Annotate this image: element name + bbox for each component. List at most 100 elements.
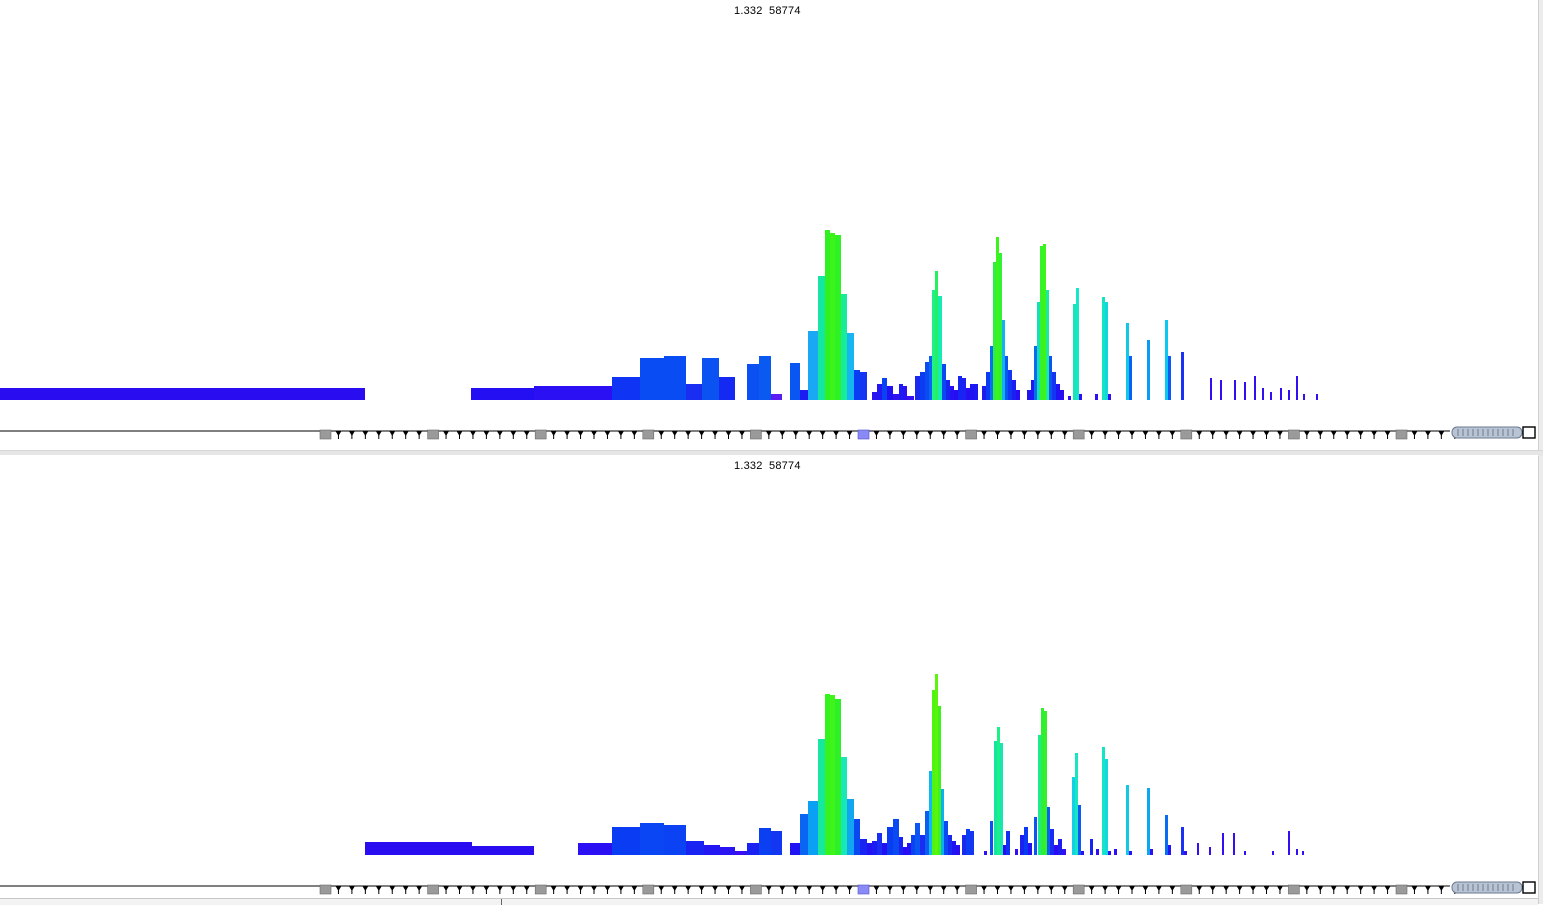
ruler-tick[interactable] <box>1048 886 1055 891</box>
ruler-major-tick[interactable] <box>319 884 332 895</box>
ruler-tick[interactable] <box>523 431 530 436</box>
ruler-tick[interactable] <box>631 886 638 891</box>
ruler-tick[interactable] <box>389 886 396 891</box>
ruler-tick[interactable] <box>685 886 692 891</box>
ruler-tick[interactable] <box>927 431 934 436</box>
ruler-tick[interactable] <box>1330 431 1337 436</box>
ruler-tick[interactable] <box>335 886 342 891</box>
ruler-tick[interactable] <box>819 886 826 891</box>
ruler-tick[interactable] <box>510 886 517 891</box>
ruler-tick[interactable] <box>1384 431 1391 436</box>
split-pane-divider[interactable] <box>0 450 1543 456</box>
ruler-tick[interactable] <box>1276 431 1283 436</box>
ruler-tick[interactable] <box>496 431 503 436</box>
ruler-tick[interactable] <box>900 886 907 891</box>
ruler-tick[interactable] <box>806 886 813 891</box>
ruler-tick[interactable] <box>1196 886 1203 891</box>
ruler-tick[interactable] <box>981 886 988 891</box>
ruler-tick[interactable] <box>416 431 423 436</box>
ruler-tick[interactable] <box>779 431 786 436</box>
ruler-tick[interactable] <box>1357 431 1364 436</box>
zoom-box-icon[interactable] <box>1522 426 1536 439</box>
ruler-major-tick[interactable] <box>965 429 977 440</box>
ruler-tick[interactable] <box>1048 431 1055 436</box>
ruler-tick[interactable] <box>1236 431 1243 436</box>
ruler-tick[interactable] <box>1411 886 1418 891</box>
ruler-tick[interactable] <box>685 431 692 436</box>
scroll-thumb[interactable] <box>1451 426 1523 439</box>
ruler-tick[interactable] <box>981 431 988 436</box>
ruler-tick[interactable] <box>564 886 571 891</box>
ruler-tick[interactable] <box>1250 431 1257 436</box>
ruler-tick[interactable] <box>604 431 611 436</box>
ruler-tick[interactable] <box>456 431 463 436</box>
ruler-major-tick[interactable] <box>857 884 870 895</box>
spectrum-pane-bottom[interactable]: 1.332 58774 <box>0 455 1538 904</box>
ruler-tick[interactable] <box>496 886 503 891</box>
ruler-tick[interactable] <box>1344 431 1351 436</box>
ruler-tick[interactable] <box>712 886 719 891</box>
scroll-ruler[interactable] <box>0 424 1538 450</box>
ruler-tick[interactable] <box>940 886 947 891</box>
ruler-tick[interactable] <box>1424 886 1431 891</box>
ruler-tick[interactable] <box>954 886 961 891</box>
ruler-tick[interactable] <box>402 431 409 436</box>
ruler-tick[interactable] <box>617 886 624 891</box>
ruler-major-tick[interactable] <box>965 884 977 895</box>
ruler-tick[interactable] <box>1344 886 1351 891</box>
ruler-tick[interactable] <box>1438 886 1445 891</box>
ruler-tick[interactable] <box>698 431 705 436</box>
ruler-tick[interactable] <box>1169 886 1176 891</box>
ruler-tick[interactable] <box>1088 431 1095 436</box>
ruler-major-tick[interactable] <box>1072 884 1085 895</box>
ruler-major-tick[interactable] <box>1288 429 1300 440</box>
ruler-major-tick[interactable] <box>534 884 547 895</box>
spectrum-pane-top[interactable]: 1.332 58774 <box>0 0 1538 450</box>
ruler-tick[interactable] <box>1209 886 1216 891</box>
ruler-tick[interactable] <box>712 431 719 436</box>
ruler-tick[interactable] <box>833 886 840 891</box>
ruler-tick[interactable] <box>1371 431 1378 436</box>
ruler-tick[interactable] <box>671 431 678 436</box>
ruler-tick[interactable] <box>1102 886 1109 891</box>
ruler-tick[interactable] <box>1034 886 1041 891</box>
ruler-tick[interactable] <box>913 431 920 436</box>
scroll-ruler[interactable] <box>0 879 1538 904</box>
ruler-tick[interactable] <box>900 431 907 436</box>
ruler-tick[interactable] <box>819 431 826 436</box>
ruler-major-tick[interactable] <box>642 429 655 440</box>
ruler-tick[interactable] <box>725 886 732 891</box>
ruler-tick[interactable] <box>1007 431 1014 436</box>
ruler-major-tick[interactable] <box>427 884 439 895</box>
ruler-major-tick[interactable] <box>1395 429 1408 440</box>
ruler-major-tick[interactable] <box>1180 429 1193 440</box>
ruler-tick[interactable] <box>443 886 450 891</box>
ruler-tick[interactable] <box>1317 431 1324 436</box>
ruler-tick[interactable] <box>564 431 571 436</box>
ruler-major-tick[interactable] <box>1072 429 1085 440</box>
ruler-tick[interactable] <box>886 886 893 891</box>
ruler-tick[interactable] <box>416 886 423 891</box>
ruler-tick[interactable] <box>456 886 463 891</box>
ruler-tick[interactable] <box>765 886 772 891</box>
ruler-tick[interactable] <box>1223 886 1230 891</box>
ruler-tick[interactable] <box>873 431 880 436</box>
ruler-tick[interactable] <box>873 886 880 891</box>
ruler-tick[interactable] <box>1330 886 1337 891</box>
ruler-tick[interactable] <box>375 431 382 436</box>
ruler-tick[interactable] <box>1317 886 1324 891</box>
ruler-tick[interactable] <box>658 431 665 436</box>
ruler-tick[interactable] <box>348 886 355 891</box>
ruler-tick[interactable] <box>591 431 597 436</box>
ruler-tick[interactable] <box>1061 431 1068 436</box>
ruler-tick[interactable] <box>846 886 853 891</box>
ruler-tick[interactable] <box>1021 431 1028 436</box>
ruler-major-tick[interactable] <box>1288 884 1300 895</box>
ruler-tick[interactable] <box>402 886 409 891</box>
ruler-tick[interactable] <box>806 431 813 436</box>
ruler-tick[interactable] <box>1115 886 1122 891</box>
spectrum-plot[interactable] <box>0 0 1538 402</box>
ruler-tick[interactable] <box>483 886 490 891</box>
ruler-tick[interactable] <box>927 886 934 891</box>
ruler-tick[interactable] <box>658 886 665 891</box>
